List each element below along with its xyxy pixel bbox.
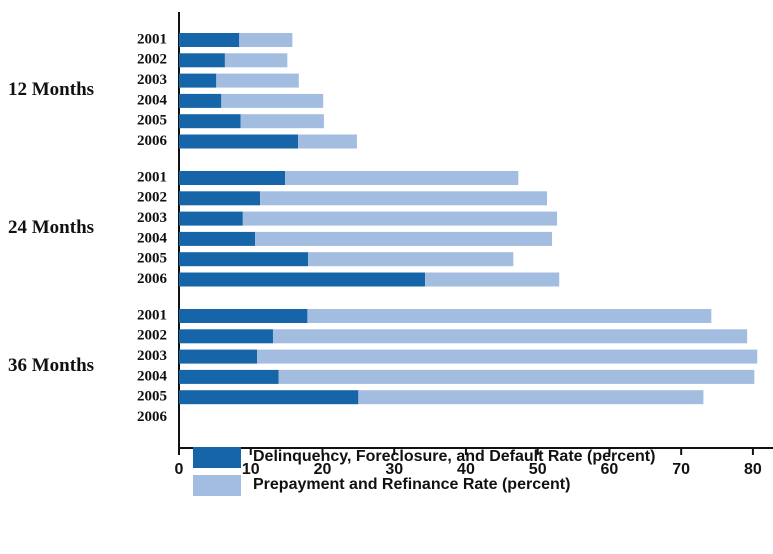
y-tick-label: 2003 (137, 72, 167, 88)
bar-segment (298, 134, 357, 149)
bar-segment (179, 93, 222, 108)
bar-segment (179, 53, 225, 68)
y-tick-label: 2006 (137, 409, 168, 425)
x-tick-label: 80 (744, 461, 762, 478)
x-tick-label: 50 (529, 461, 547, 478)
y-tick-label: 2003 (137, 348, 167, 364)
y-tick-label: 2006 (137, 271, 168, 287)
bar-segment (240, 114, 324, 129)
bar-segment (278, 369, 755, 384)
y-tick-label: 2005 (137, 251, 167, 267)
group-label: 12 Months (8, 79, 94, 100)
legend-label: Prepayment and Refinance Rate (percent) (253, 476, 570, 493)
legend-swatch (193, 475, 241, 496)
y-tick-label: 2003 (137, 210, 167, 226)
y-tick-label: 2004 (137, 230, 168, 246)
bar-segment (179, 191, 261, 206)
bar-segment (260, 191, 548, 206)
x-tick-label: 70 (672, 461, 690, 478)
bar-segment (242, 211, 558, 226)
y-tick-label: 2001 (137, 31, 167, 47)
bar-segment (179, 114, 241, 129)
bar-segment (239, 33, 293, 47)
bar-segment (257, 349, 758, 364)
x-tick-label: 30 (385, 461, 403, 478)
x-tick-label: 40 (457, 461, 475, 478)
y-tick-label: 2004 (137, 92, 168, 108)
group-label: 36 Months (8, 355, 94, 376)
bar-segment (179, 390, 359, 405)
bar-segment (179, 309, 308, 323)
group-label: 24 Months (8, 217, 94, 238)
bar-segment (179, 211, 243, 226)
x-tick-label: 0 (175, 461, 184, 478)
bar-segment (308, 252, 514, 267)
x-tick-label: 20 (314, 461, 332, 478)
legend-swatch (193, 447, 241, 468)
bar-segment (221, 93, 324, 108)
bar-segment (272, 329, 748, 344)
bar-segment (179, 349, 258, 364)
bar-segment (285, 171, 519, 185)
bar-segment (179, 231, 256, 246)
bar-segment (358, 390, 704, 405)
bar-segment (179, 252, 309, 267)
x-tick-label: 10 (242, 461, 260, 478)
y-tick-label: 2005 (137, 389, 167, 405)
x-tick-label: 60 (601, 461, 619, 478)
legend-label: Delinquency, Foreclosure, and Default Ra… (253, 448, 655, 465)
y-tick-label: 2005 (137, 113, 167, 129)
bar-segment (179, 73, 217, 88)
bar-segment (255, 231, 553, 246)
bar-segment (179, 33, 240, 47)
bar-segment (307, 309, 712, 323)
y-tick-label: 2002 (137, 190, 167, 206)
y-tick-label: 2006 (137, 133, 168, 149)
bar-segment (179, 171, 286, 185)
bar-segment (179, 369, 279, 384)
bar-segment (425, 272, 560, 287)
y-tick-label: 2001 (137, 307, 167, 323)
bar-segment (179, 272, 426, 287)
bar-segment (224, 53, 288, 68)
y-tick-label: 2004 (137, 368, 168, 384)
y-tick-label: 2001 (137, 169, 167, 185)
y-tick-label: 2002 (137, 328, 167, 344)
bar-segment (216, 73, 299, 88)
bar-segment (179, 134, 299, 149)
y-tick-label: 2002 (137, 52, 167, 68)
bar-segment (179, 329, 273, 344)
